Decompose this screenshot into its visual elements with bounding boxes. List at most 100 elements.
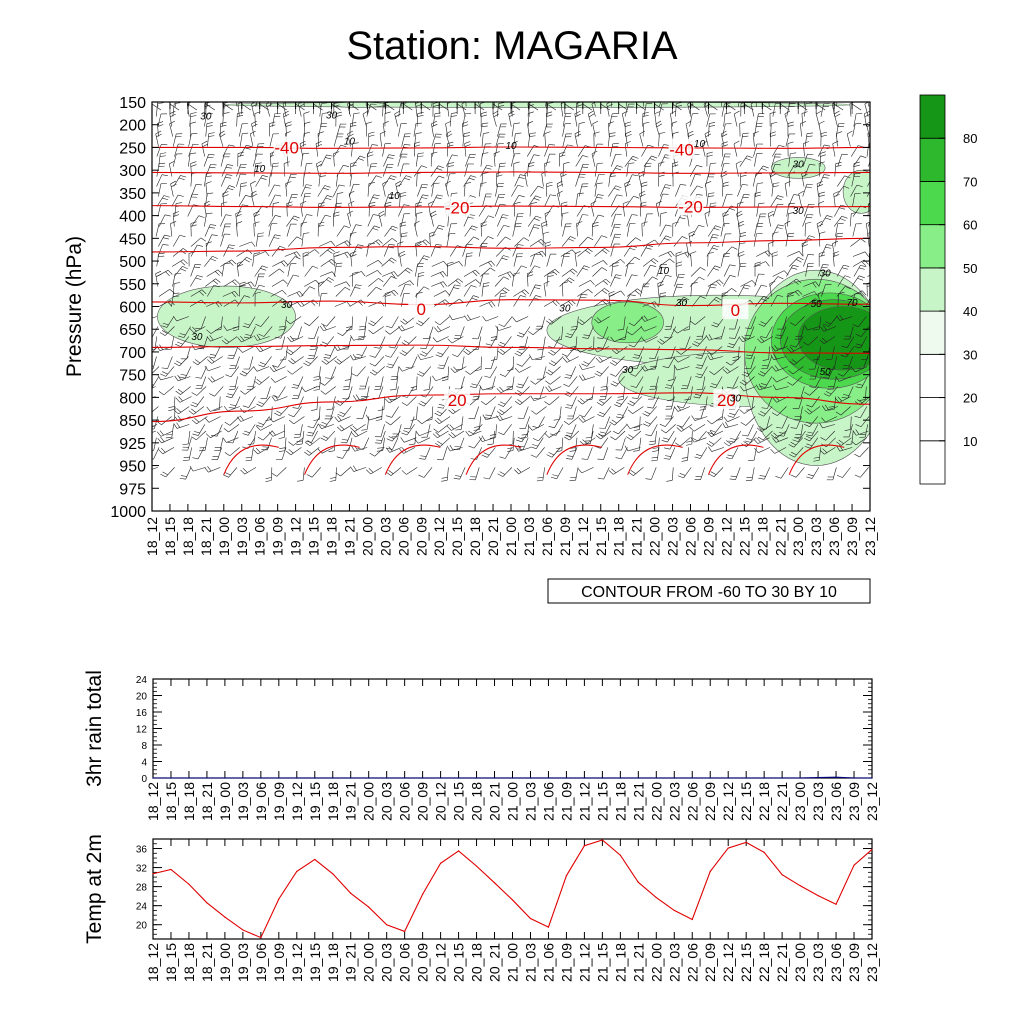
wind-barb-staff (818, 163, 820, 177)
wind-barb-staff (257, 447, 270, 455)
wind-barb-staff (546, 273, 549, 287)
colorbar-box (919, 94, 946, 139)
wind-barb-staff (642, 102, 645, 107)
wind-barb-feather (369, 355, 376, 358)
wind-barb-feather (868, 135, 870, 137)
wind-barb-feather (325, 157, 332, 160)
wind-barb-feather (446, 425, 452, 431)
wind-barb-staff (222, 113, 224, 127)
wind-barb-feather (404, 177, 411, 181)
wind-barb-feather (429, 234, 436, 237)
wind-barb-staff (682, 416, 691, 428)
wind-barb-feather (292, 407, 299, 409)
wind-barb-staff (177, 376, 191, 382)
wind-barb-feather (195, 277, 202, 280)
wind-barb-staff (701, 346, 707, 359)
y-tick-label: 800 (119, 390, 146, 407)
wind-barb-staff (708, 203, 711, 217)
wind-barb-staff (549, 386, 562, 392)
wind-barb-feather (806, 216, 813, 219)
wind-barb-staff (527, 265, 535, 277)
wind-barb-feather (165, 436, 172, 439)
wind-barb-feather (447, 92, 453, 94)
wind-barb-feather (431, 123, 438, 127)
wind-barb-staff (753, 143, 758, 157)
wind-barb-feather (350, 466, 354, 472)
wind-barb-staff (860, 406, 868, 418)
wind-barb-staff (349, 184, 354, 197)
wind-barb-feather (576, 104, 583, 107)
wind-barb-staff (802, 154, 808, 167)
wind-barb-feather (158, 391, 165, 396)
wind-barb-feather (481, 454, 488, 458)
wind-barb-feather (355, 394, 360, 400)
wind-barb-staff (309, 316, 319, 326)
wind-barb-feather (672, 328, 678, 334)
wind-barb-staff (787, 165, 795, 177)
wind-barb-staff (196, 430, 207, 441)
x-tick-label: 21_00 (505, 943, 521, 982)
wind-barb-feather (481, 435, 486, 441)
wind-barb-feather (175, 397, 181, 403)
wind-barb-staff (512, 223, 516, 237)
wind-barb-feather (741, 373, 748, 377)
wind-barb-staff (495, 133, 500, 147)
wind-barb-feather (157, 102, 164, 104)
wind-barb-feather (232, 280, 237, 286)
wind-barb-staff (753, 447, 757, 461)
wind-barb-staff (429, 233, 431, 247)
wind-barb-feather (631, 274, 638, 277)
wind-barb-staff (568, 376, 578, 387)
wind-barb-staff (313, 416, 320, 429)
wind-barb-feather (791, 359, 797, 364)
wind-barb-feather (366, 92, 372, 94)
wind-barb-feather (744, 334, 751, 337)
wind-barb-staff (285, 102, 287, 107)
wind-barb-feather (146, 351, 151, 354)
wind-barb-staff (339, 356, 350, 365)
wind-barb-feather (583, 265, 590, 268)
wind-barb-feather (328, 450, 335, 453)
wind-barb-staff (401, 133, 406, 147)
wind-barb-feather (333, 251, 340, 254)
wind-barb-feather (658, 174, 665, 177)
wind-barb-feather (243, 430, 250, 434)
wind-barb-feather (191, 436, 197, 441)
wind-barb-feather (316, 163, 323, 168)
wind-barb-staff (594, 183, 598, 197)
wind-barb-staff (374, 366, 385, 376)
wind-barb-staff (397, 267, 408, 277)
temp-contour-line (788, 444, 845, 475)
wind-barb-feather (385, 325, 392, 329)
wind-barb-staff (382, 103, 384, 117)
wind-barb-staff (368, 301, 381, 307)
wind-barb-feather (173, 292, 180, 294)
wind-barb-feather (468, 445, 475, 449)
wind-barb-staff (794, 356, 805, 365)
wind-barb-feather (507, 369, 514, 371)
wind-barb-feather (626, 423, 631, 429)
wind-barb-feather (206, 125, 213, 127)
wind-barb-feather (339, 425, 345, 430)
wind-barb-staff (465, 295, 474, 307)
wind-barb-feather (514, 401, 521, 405)
y-tick-label: 975 (119, 481, 146, 498)
wind-barb-staff (738, 253, 741, 267)
x-tick-label: 21_03 (522, 782, 538, 821)
wind-barb-staff (188, 447, 192, 461)
wind-barb-feather (658, 161, 665, 164)
wind-barb-staff (394, 336, 401, 349)
wind-barb-feather (437, 406, 444, 409)
wind-barb-feather (645, 434, 652, 437)
wind-barb-feather (622, 201, 629, 204)
wind-barb-feather (633, 450, 640, 452)
wind-barb-staff (262, 430, 273, 441)
wind-barb-feather (274, 184, 281, 187)
wind-barb-feather (780, 103, 790, 111)
wind-barb-feather (565, 374, 572, 376)
wind-barb-feather (224, 472, 231, 476)
wind-barb-staff (274, 376, 287, 383)
wind-barb-staff (374, 447, 385, 457)
wind-barb-feather (255, 165, 262, 167)
temp-contour-line (627, 444, 683, 475)
